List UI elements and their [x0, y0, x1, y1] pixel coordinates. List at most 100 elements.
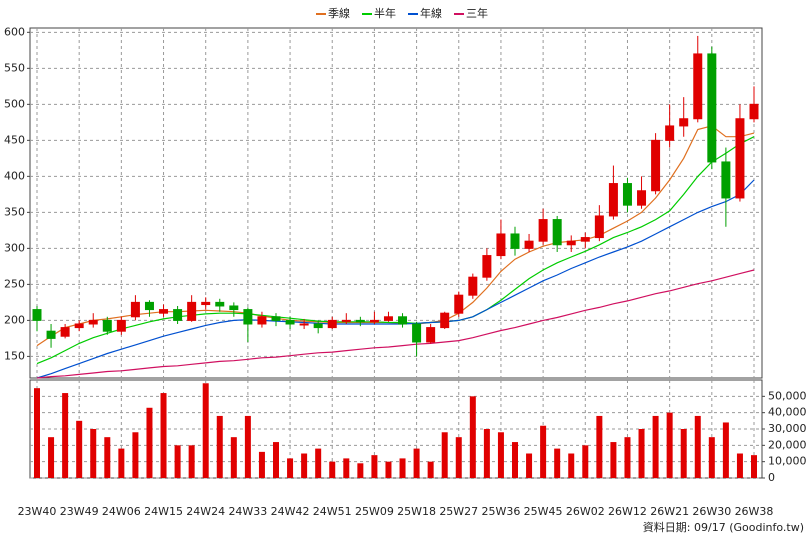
bar [258, 451, 265, 478]
candle-body [679, 118, 689, 127]
bar [329, 461, 336, 478]
ma-line [36, 125, 755, 347]
x-tick-label: 23W40 [18, 505, 57, 518]
bar [483, 429, 490, 478]
candle-body [721, 161, 731, 199]
candle-body [271, 316, 281, 321]
bar [174, 445, 181, 478]
y-tick-label: 550 [4, 61, 25, 74]
bar [244, 415, 251, 478]
bar [596, 415, 603, 478]
y-tick-label: 150 [4, 349, 25, 362]
bar [694, 415, 701, 478]
candle-body [510, 233, 520, 249]
y-tick-label: 400 [4, 169, 25, 182]
bar [582, 445, 589, 478]
bar [146, 407, 153, 478]
ma-line [36, 136, 755, 365]
x-tick-label: 24W42 [271, 505, 310, 518]
bar [441, 432, 448, 478]
candle-body [144, 301, 154, 311]
candle-body [130, 301, 140, 318]
y-tick-label: 40,000 [768, 406, 807, 419]
bar [455, 437, 462, 478]
candle-body [102, 319, 112, 332]
bar [315, 448, 322, 478]
bar [568, 453, 575, 478]
y-tick-label: 450 [4, 133, 25, 146]
legend-label: 半年 [374, 6, 396, 20]
candle-body [693, 53, 703, 120]
candle-body [468, 276, 478, 296]
x-tick-label: 24W15 [144, 505, 183, 518]
y-tick-label: 300 [4, 241, 25, 254]
candle-body [398, 316, 408, 325]
candle-body [257, 316, 267, 325]
candle-body [622, 183, 632, 206]
candle-body [412, 323, 422, 343]
candle-body [355, 319, 365, 323]
bar [680, 429, 687, 478]
candle-body [60, 327, 70, 337]
candle-body [426, 327, 436, 343]
bar [512, 442, 518, 478]
y-tick-label: 500 [4, 97, 25, 110]
candle-body [229, 305, 239, 311]
candle-body [159, 309, 169, 314]
bar [216, 415, 223, 478]
x-tick-label: 25W36 [482, 505, 521, 518]
candle-body [637, 190, 647, 206]
footer-note: 資料日期: 09/17 (Goodinfo.tw) [643, 520, 804, 534]
bar [34, 388, 40, 478]
ma-line [36, 269, 755, 379]
candle-body [116, 319, 126, 332]
candle-body [707, 53, 717, 163]
bar [357, 463, 364, 478]
x-tick-label: 26W30 [692, 505, 731, 518]
bar [736, 453, 743, 478]
candle-body [88, 319, 98, 325]
bar [343, 458, 350, 478]
bar [287, 458, 294, 478]
y-tick-label: 30,000 [768, 422, 807, 435]
x-tick-label: 25W18 [397, 505, 436, 518]
bar [273, 442, 279, 478]
bar [652, 415, 659, 478]
x-tick-label: 24W06 [102, 505, 141, 518]
bar [469, 396, 476, 478]
x-tick-label: 23W49 [60, 505, 99, 518]
candle-body [285, 319, 295, 325]
candle-body [341, 319, 351, 322]
bar [132, 432, 139, 478]
candle-body [46, 330, 56, 339]
x-tick-label: 26W12 [608, 505, 647, 518]
bar [118, 448, 125, 478]
price-frame [29, 27, 763, 379]
x-tick-label: 25W09 [355, 505, 394, 518]
bar [722, 422, 729, 478]
candle-body [243, 309, 253, 325]
bar [104, 437, 111, 478]
candle-body [187, 301, 197, 321]
bar [554, 448, 561, 478]
candle-body [454, 294, 464, 314]
bar [371, 455, 378, 478]
candle-body [580, 237, 590, 242]
candle-body [566, 240, 576, 246]
y-tick-label: 50,000 [768, 389, 807, 402]
bar [751, 455, 757, 478]
y-tick-label: 10,000 [768, 455, 807, 468]
bar [610, 442, 617, 478]
bar [624, 437, 631, 478]
candle-body [665, 125, 675, 141]
candle-body [735, 118, 745, 199]
bar [497, 432, 504, 478]
bar [188, 445, 195, 478]
bar [230, 437, 237, 478]
x-tick-label: 24W51 [313, 505, 352, 518]
candle-body [538, 219, 548, 242]
x-tick-label: 26W21 [650, 505, 689, 518]
x-tick-label: 25W45 [524, 505, 563, 518]
bar [301, 453, 308, 478]
bar [413, 448, 420, 478]
